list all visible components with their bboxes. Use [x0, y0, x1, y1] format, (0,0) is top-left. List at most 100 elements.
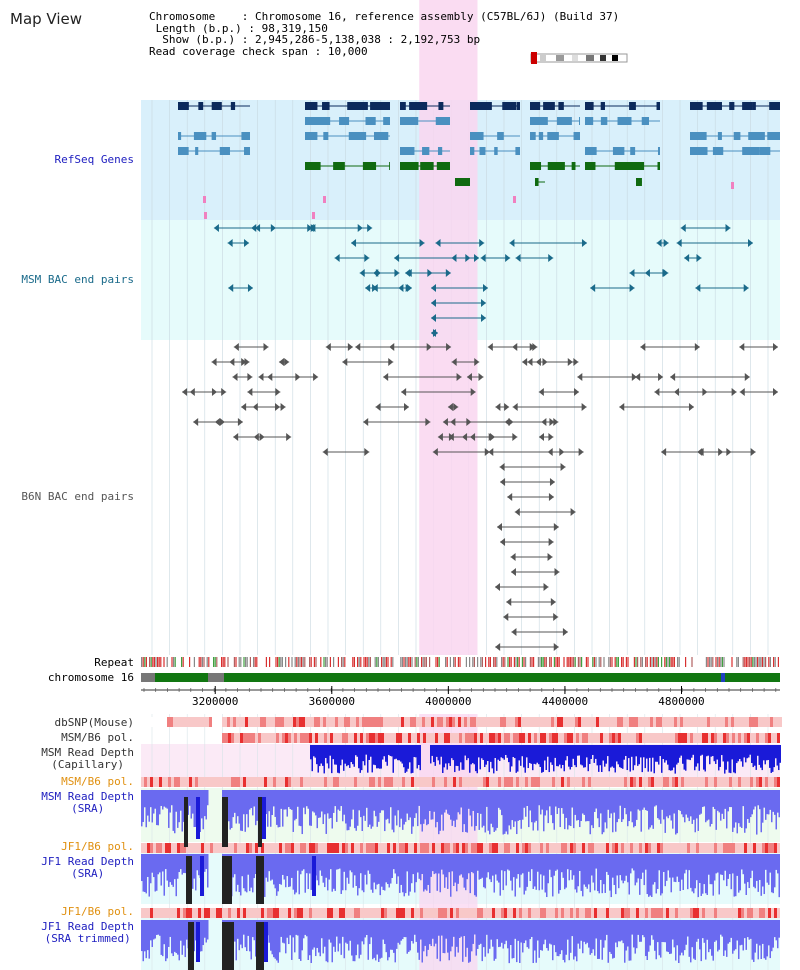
jf1-pol-label[interactable]: JF1/B6 pol. [61, 840, 134, 853]
repeat-mark [425, 657, 427, 667]
dbsnp-label[interactable]: dbSNP(Mouse) [54, 716, 134, 729]
depth-bar [418, 854, 420, 879]
pol-cell [731, 717, 734, 727]
pol-cell [645, 777, 648, 787]
pol-cell [348, 777, 351, 787]
depth-bar [751, 745, 753, 764]
depth-bar [670, 745, 672, 771]
pol-cell [465, 843, 468, 853]
depth-bar [517, 920, 519, 941]
b6n-bac-pair-end [470, 388, 476, 396]
msm-bac-label[interactable]: MSM BAC end pairs [21, 273, 134, 286]
depth-bar [373, 854, 375, 883]
repeat-mark [315, 657, 317, 667]
depth-bar [562, 854, 564, 878]
depth-bar [640, 920, 642, 942]
depth-bar [381, 790, 383, 811]
depth-bar [445, 854, 447, 878]
jf1-depth-trim-label[interactable]: JF1 Read Depth (SRA trimmed) [41, 921, 134, 945]
depth-bar [234, 854, 236, 875]
pol-cell [141, 843, 144, 853]
pol-cell [480, 843, 483, 853]
depth-bar [316, 920, 318, 948]
repeat-mark [769, 657, 771, 667]
repeat-mark [563, 657, 565, 667]
pol-cell [512, 717, 515, 727]
depth-bar [703, 920, 705, 943]
repeat-mark [182, 657, 184, 667]
gene-exon [769, 102, 780, 110]
depth-bar [171, 854, 173, 885]
pol-cell [609, 777, 612, 787]
b6n-bac-pair-end [510, 568, 516, 576]
msm-depth-cap-label[interactable]: MSM Read Depth (Capillary) [41, 747, 134, 771]
gene-exon [322, 102, 330, 110]
depth-bar [689, 745, 691, 761]
jf1-depth-sra-label[interactable]: JF1 Read Depth (SRA) [41, 856, 134, 880]
pol-cell [732, 777, 735, 787]
depth-bar [523, 920, 525, 944]
depth-bar [330, 790, 332, 818]
pol-cell [194, 717, 197, 727]
pol-cell [372, 777, 375, 787]
b6n-bac-pair-end [522, 358, 528, 366]
depth-bar [530, 745, 532, 764]
depth-bar [751, 854, 753, 871]
depth-bar [547, 854, 549, 884]
depth-bar [377, 745, 379, 769]
pol-cell [453, 843, 456, 853]
pol-cell [221, 717, 224, 727]
pol-cell [549, 777, 552, 787]
depth-bar [295, 790, 297, 819]
depth-bar [192, 854, 194, 889]
b6n-bac-pair-end [244, 358, 250, 366]
depth-bar [280, 920, 282, 937]
b6n-bac-label[interactable]: B6N BAC end pairs [21, 490, 134, 503]
gene-mark [323, 196, 326, 203]
depth-bar [298, 790, 300, 826]
pol-cell [471, 777, 474, 787]
depth-bar [778, 854, 780, 898]
depth-bar [528, 854, 530, 872]
pol-cell [753, 777, 756, 787]
jf1-pol2-label[interactable]: JF1/B6 pol. [61, 905, 134, 918]
pol-cell [552, 843, 555, 853]
pol-cell [597, 733, 600, 743]
pol-cell [314, 717, 317, 727]
depth-bar [205, 854, 207, 869]
chromosome-label: Chromosome [149, 10, 216, 23]
depth-bar [500, 745, 502, 758]
pol-cell [503, 717, 506, 727]
ideogram-band [540, 55, 546, 61]
b6n-bac-pair-end [549, 478, 555, 486]
pol-cell [294, 733, 297, 743]
repeat-mark [369, 657, 371, 667]
depth-bar [207, 854, 209, 888]
b6n-bac-pair-end [214, 418, 220, 426]
pol-cell [357, 777, 360, 787]
pol-cell [615, 908, 618, 918]
msm-pol-label[interactable]: MSM/B6 pol. [61, 731, 134, 744]
pol-cell [594, 777, 597, 787]
msm-pol2-label[interactable]: MSM/B6 pol. [61, 775, 134, 788]
depth-bar [289, 790, 291, 810]
depth-bar [400, 920, 402, 941]
msm-depth-sra-label[interactable]: MSM Read Depth (SRA) [41, 791, 134, 815]
depth-bar [628, 920, 630, 961]
pol-cell [621, 843, 624, 853]
pol-cell [639, 777, 642, 787]
pol-cell [540, 843, 543, 853]
pol-cell [315, 908, 318, 918]
depth-bar [334, 790, 336, 807]
pol-cell [324, 733, 327, 743]
depth-bar [556, 854, 558, 870]
repeat-mark [510, 657, 512, 667]
show-label: Show (b.p.) [162, 33, 236, 46]
depth-bar [181, 854, 183, 875]
depth-bar [507, 854, 509, 870]
pol-cell [288, 777, 291, 787]
pol-cell [576, 777, 579, 787]
refseq-genes-label[interactable]: RefSeq Genes [54, 153, 134, 166]
depth-bar [273, 854, 275, 885]
